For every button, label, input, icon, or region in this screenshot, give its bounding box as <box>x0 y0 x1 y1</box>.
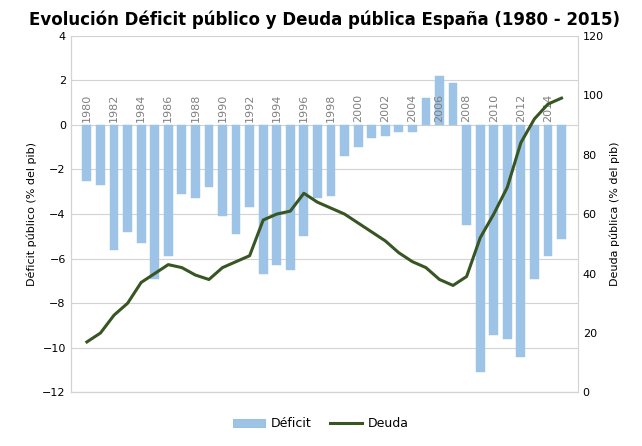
Bar <box>191 125 200 198</box>
Bar <box>150 125 159 279</box>
Bar <box>489 125 498 334</box>
Bar <box>259 125 268 274</box>
Bar <box>354 125 363 147</box>
Bar <box>205 125 213 187</box>
Bar <box>327 125 335 196</box>
Text: 1996: 1996 <box>299 93 309 121</box>
Y-axis label: Déficit público (% del pib): Déficit público (% del pib) <box>26 142 37 286</box>
Bar <box>313 125 322 198</box>
Text: 1984: 1984 <box>136 93 146 121</box>
Bar <box>462 125 471 225</box>
Text: 2004: 2004 <box>408 93 417 121</box>
Text: 2014: 2014 <box>543 93 553 121</box>
Bar <box>82 125 91 181</box>
Y-axis label: Deuda pública (% del pib): Deuda pública (% del pib) <box>609 142 620 286</box>
Text: 2002: 2002 <box>380 93 390 121</box>
Bar <box>164 125 173 256</box>
Bar <box>340 125 349 156</box>
Bar <box>110 125 118 250</box>
Bar <box>137 125 146 243</box>
Text: 1982: 1982 <box>109 93 119 121</box>
Bar <box>544 125 552 256</box>
Bar <box>516 125 525 357</box>
Bar <box>530 125 539 279</box>
Bar <box>123 125 132 232</box>
Legend: Déficit, Deuda: Déficit, Deuda <box>229 412 413 435</box>
Text: 1986: 1986 <box>163 93 173 121</box>
Text: 1988: 1988 <box>191 93 200 121</box>
Bar <box>503 125 512 339</box>
Bar <box>299 125 308 236</box>
Text: 2012: 2012 <box>516 93 526 121</box>
Text: 2008: 2008 <box>462 93 472 121</box>
Bar <box>218 125 227 216</box>
Bar <box>435 76 444 125</box>
Text: 2006: 2006 <box>435 93 444 121</box>
Title: Evolución Déficit público y Deuda pública España (1980 - 2015): Evolución Déficit público y Deuda públic… <box>29 10 620 29</box>
Bar <box>286 125 295 270</box>
Bar <box>367 125 376 138</box>
Text: 1992: 1992 <box>245 93 255 121</box>
Bar <box>381 125 390 136</box>
Bar <box>476 125 485 372</box>
Text: 1990: 1990 <box>218 93 227 121</box>
Bar <box>408 125 417 132</box>
Bar <box>394 125 403 132</box>
Text: 2000: 2000 <box>353 93 363 121</box>
Text: 1998: 1998 <box>326 93 336 121</box>
Text: 1994: 1994 <box>272 93 282 121</box>
Bar <box>557 125 566 239</box>
Bar <box>449 83 458 125</box>
Bar <box>96 125 105 185</box>
Bar <box>245 125 254 207</box>
Bar <box>422 98 430 125</box>
Bar <box>232 125 241 234</box>
Text: 1980: 1980 <box>82 93 92 121</box>
Bar <box>272 125 281 265</box>
Text: 2010: 2010 <box>489 93 499 121</box>
Bar <box>177 125 186 194</box>
